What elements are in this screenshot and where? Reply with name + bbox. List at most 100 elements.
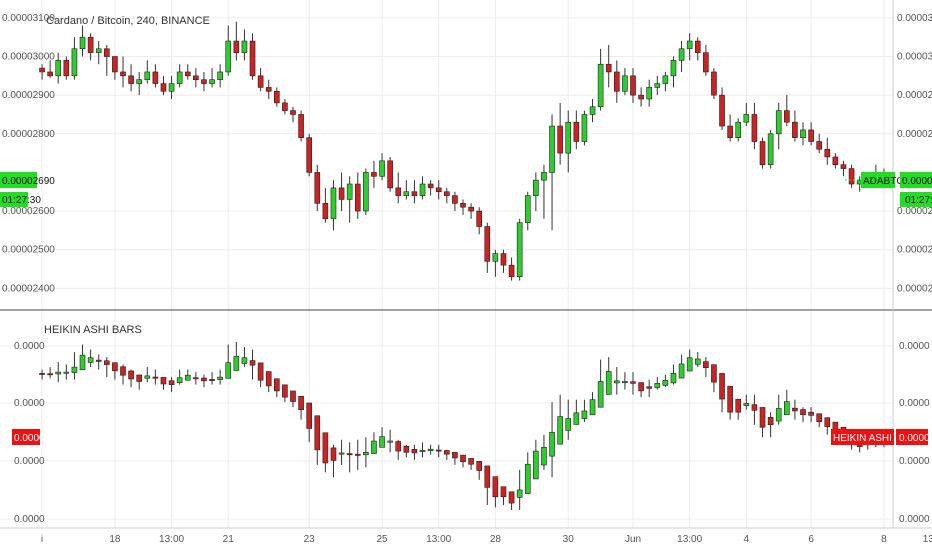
- candle-body[interactable]: [662, 75, 669, 84]
- ha-candle-body[interactable]: [184, 374, 191, 381]
- candle-body[interactable]: [346, 183, 353, 200]
- ha-candle-body[interactable]: [160, 377, 167, 385]
- candle-body[interactable]: [241, 40, 248, 53]
- candle-body[interactable]: [79, 36, 86, 50]
- candle-body[interactable]: [613, 71, 620, 92]
- candle-body[interactable]: [209, 79, 215, 84]
- ha-candle-body[interactable]: [209, 379, 215, 381]
- ha-candle-body[interactable]: [395, 441, 402, 452]
- candle-body[interactable]: [338, 187, 345, 200]
- candle-body[interactable]: [800, 129, 806, 138]
- candle-body[interactable]: [792, 121, 798, 138]
- ha-candle-body[interactable]: [290, 390, 296, 402]
- candle-body[interactable]: [468, 206, 474, 212]
- candle-body[interactable]: [160, 83, 167, 92]
- ha-candle-body[interactable]: [565, 418, 572, 431]
- candle-body[interactable]: [152, 71, 159, 84]
- candle-body[interactable]: [703, 52, 709, 73]
- candle-body[interactable]: [233, 40, 240, 53]
- candle-body[interactable]: [249, 40, 256, 77]
- ha-candle-body[interactable]: [541, 447, 547, 466]
- ha-candle-body[interactable]: [468, 458, 474, 465]
- candle-body[interactable]: [427, 183, 434, 189]
- ha-candle-body[interactable]: [508, 491, 515, 504]
- ha-candle-body[interactable]: [711, 364, 717, 383]
- ha-candle-body[interactable]: [95, 359, 102, 362]
- ha-candle-body[interactable]: [646, 386, 653, 389]
- ha-candle-body[interactable]: [484, 465, 491, 488]
- ha-candle-body[interactable]: [379, 436, 385, 448]
- ha-candle-body[interactable]: [492, 476, 499, 498]
- candle-body[interactable]: [597, 63, 604, 108]
- candle-body[interactable]: [193, 75, 199, 80]
- candle-body[interactable]: [581, 114, 588, 142]
- candle-body[interactable]: [727, 125, 733, 138]
- candle-body[interactable]: [783, 110, 790, 123]
- candle-body[interactable]: [848, 168, 855, 185]
- main-candles[interactable]: [39, 21, 887, 281]
- candle-body[interactable]: [508, 264, 515, 278]
- ha-candle-body[interactable]: [338, 452, 345, 455]
- ha-candle-body[interactable]: [557, 416, 563, 445]
- ha-candle-body[interactable]: [193, 377, 199, 380]
- candle-body[interactable]: [549, 125, 555, 173]
- candle-body[interactable]: [120, 71, 126, 77]
- candle-body[interactable]: [419, 183, 426, 196]
- candle-body[interactable]: [500, 253, 507, 266]
- candle-body[interactable]: [112, 56, 118, 73]
- ha-candle-body[interactable]: [816, 413, 823, 422]
- candle-body[interactable]: [55, 60, 62, 77]
- candle-body[interactable]: [403, 191, 410, 196]
- ha-candle-body[interactable]: [298, 395, 304, 410]
- ha-candle-body[interactable]: [411, 448, 418, 454]
- candle-body[interactable]: [322, 203, 329, 220]
- ha-candle-body[interactable]: [136, 374, 143, 382]
- ha-candle-body[interactable]: [217, 376, 223, 380]
- candle-body[interactable]: [484, 226, 491, 262]
- candle-body[interactable]: [47, 71, 53, 77]
- ha-candle-body[interactable]: [735, 398, 742, 413]
- candle-body[interactable]: [290, 110, 296, 115]
- candle-body[interactable]: [411, 191, 418, 196]
- candle-body[interactable]: [184, 71, 191, 77]
- candle-body[interactable]: [711, 71, 717, 96]
- ha-candle-body[interactable]: [152, 376, 159, 379]
- candle-body[interactable]: [379, 160, 385, 177]
- ha-candle-body[interactable]: [330, 447, 337, 461]
- candle-body[interactable]: [460, 203, 466, 208]
- candle-body[interactable]: [670, 60, 677, 77]
- ha-candle-body[interactable]: [792, 407, 798, 412]
- ha-candle-body[interactable]: [824, 417, 831, 427]
- candle-body[interactable]: [452, 195, 458, 204]
- ha-candle-body[interactable]: [354, 453, 361, 456]
- ha-candle-body[interactable]: [622, 381, 628, 383]
- ha-candle-body[interactable]: [79, 354, 86, 371]
- ha-candle-body[interactable]: [719, 373, 725, 400]
- ha-candle-body[interactable]: [435, 449, 442, 452]
- ha-candle-body[interactable]: [241, 357, 248, 364]
- ha-candle-body[interactable]: [419, 450, 426, 452]
- candle-body[interactable]: [136, 79, 143, 84]
- ha-candle-body[interactable]: [71, 366, 78, 373]
- ha-candle-body[interactable]: [743, 403, 750, 407]
- ha-candle-body[interactable]: [759, 407, 766, 428]
- ha-candle-body[interactable]: [403, 445, 410, 453]
- candle-body[interactable]: [654, 83, 661, 88]
- candle-body[interactable]: [735, 121, 742, 138]
- candle-body[interactable]: [516, 222, 523, 278]
- ha-candle-body[interactable]: [800, 409, 806, 416]
- candle-body[interactable]: [39, 67, 45, 73]
- ha-candle-body[interactable]: [128, 370, 134, 380]
- ha-candle-body[interactable]: [201, 377, 207, 382]
- ha-candle-body[interactable]: [605, 371, 612, 395]
- ha-candle-body[interactable]: [225, 362, 232, 379]
- candle-body[interactable]: [589, 106, 596, 115]
- candle-body[interactable]: [87, 36, 94, 53]
- candle-body[interactable]: [694, 40, 701, 53]
- ha-candle-body[interactable]: [476, 461, 482, 471]
- ha-candle-body[interactable]: [638, 382, 644, 392]
- candle-body[interactable]: [605, 63, 612, 73]
- ha-candle-body[interactable]: [443, 450, 450, 455]
- time-axis[interactable]: i 18 13:00 21 23 25 13:00 28 30 Jun 13:00 4 6 8 13:0: [41, 534, 932, 545]
- ha-candle-body[interactable]: [371, 440, 377, 454]
